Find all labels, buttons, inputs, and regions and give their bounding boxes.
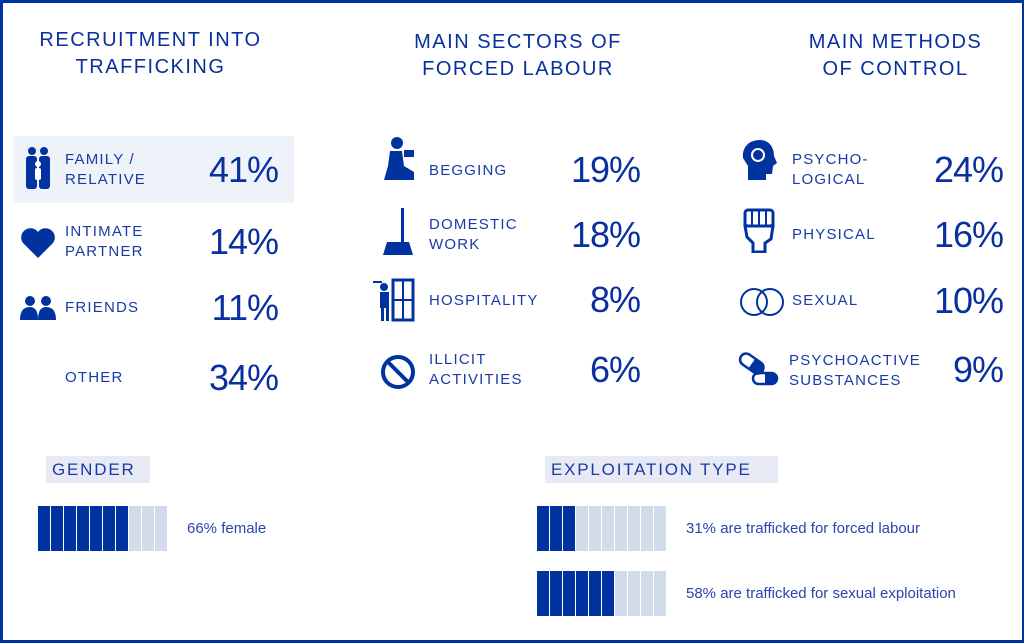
value-sexual: 10% [933, 280, 1004, 321]
label-partner: INTIMATE PARTNER [65, 223, 144, 260]
forced-labour-text: 31% are trafficked for forced labour [686, 520, 921, 537]
value-friends: 11% [211, 287, 279, 328]
bar-segment-empty [628, 506, 640, 551]
broom-icon [383, 208, 413, 255]
sexual-exploitation-text: 58% are trafficked for sexual exploitati… [686, 585, 956, 602]
family-icon [26, 147, 50, 189]
fist-icon [743, 208, 775, 253]
bar-segment-filled [537, 571, 549, 616]
value-partner: 14% [208, 221, 279, 262]
bar-segment-filled [589, 571, 601, 616]
value-psychoactive: 9% [952, 349, 1004, 390]
label-psychological: PSYCHO- LOGICAL [792, 151, 869, 188]
bar-segment-filled [116, 506, 128, 551]
rings-icon [740, 288, 784, 316]
friends-icon [20, 296, 56, 320]
recruitment-title: RECRUITMENT INTO TRAFFICKING [39, 29, 262, 78]
bar-segment-filled [77, 506, 89, 551]
prohibited-icon [381, 355, 415, 389]
value-illicit: 6% [589, 349, 641, 390]
label-illicit: ILLICIT ACTIVITIES [429, 351, 523, 388]
begging-icon [384, 137, 414, 180]
bar-segment-empty [615, 506, 627, 551]
value-physical: 16% [933, 214, 1004, 255]
bar-segment-empty [641, 506, 653, 551]
value-other: 34% [208, 357, 279, 398]
bar-segment-filled [602, 571, 614, 616]
bar-segment-filled [576, 571, 588, 616]
bar-segment-filled [64, 506, 76, 551]
methods-title: MAIN METHODS OF CONTROL [808, 31, 983, 80]
value-domestic: 18% [570, 214, 641, 255]
bar-segment-empty [641, 571, 653, 616]
value-family: 41% [208, 149, 279, 190]
bar-segment-empty [654, 571, 666, 616]
forced-labour-bar [537, 506, 666, 551]
bar-segment-empty [602, 506, 614, 551]
bar-segment-empty [628, 571, 640, 616]
highlight-row [13, 136, 294, 203]
bar-segment-filled [550, 506, 562, 551]
waiter-icon [373, 278, 415, 322]
heart-icon [21, 228, 55, 258]
bar-segment-filled [38, 506, 50, 551]
gender-title: GENDER [46, 456, 150, 483]
label-friends: FRIENDS [65, 299, 140, 316]
pill-icon [738, 352, 779, 386]
exploitation-title: EXPLOITATION TYPE [545, 456, 778, 483]
value-psychological: 24% [933, 149, 1004, 190]
bar-segment-filled [90, 506, 102, 551]
bar-segment-filled [550, 571, 562, 616]
bar-segment-empty [615, 571, 627, 616]
value-hospitality: 8% [589, 279, 641, 320]
label-family: FAMILY / RELATIVE [65, 151, 147, 188]
bar-segment-empty [589, 506, 601, 551]
bar-segment-empty [142, 506, 154, 551]
bar-segment-filled [563, 571, 575, 616]
sectors-title: MAIN SECTORS OF FORCED LABOUR [414, 31, 622, 80]
label-begging: BEGGING [429, 162, 508, 179]
bar-segment-filled [51, 506, 63, 551]
bar-segment-filled [563, 506, 575, 551]
gender-bar [38, 506, 167, 551]
bar-segment-filled [537, 506, 549, 551]
label-psychoactive: PSYCHOACTIVE SUBSTANCES [789, 352, 921, 389]
value-begging: 19% [570, 149, 641, 190]
gender-text: 66% female [187, 520, 267, 537]
bar-segment-filled [103, 506, 115, 551]
bar-segment-empty [155, 506, 167, 551]
label-physical: PHYSICAL [792, 226, 876, 243]
head-icon [742, 140, 777, 180]
label-sexual: SEXUAL [792, 292, 859, 309]
bar-segment-empty [576, 506, 588, 551]
bar-segment-empty [654, 506, 666, 551]
label-other: OTHER [65, 369, 124, 386]
sexual-exploitation-bar [537, 571, 666, 616]
label-domestic: DOMESTIC WORK [429, 216, 518, 253]
bar-segment-empty [129, 506, 141, 551]
label-hospitality: HOSPITALITY [429, 292, 539, 309]
